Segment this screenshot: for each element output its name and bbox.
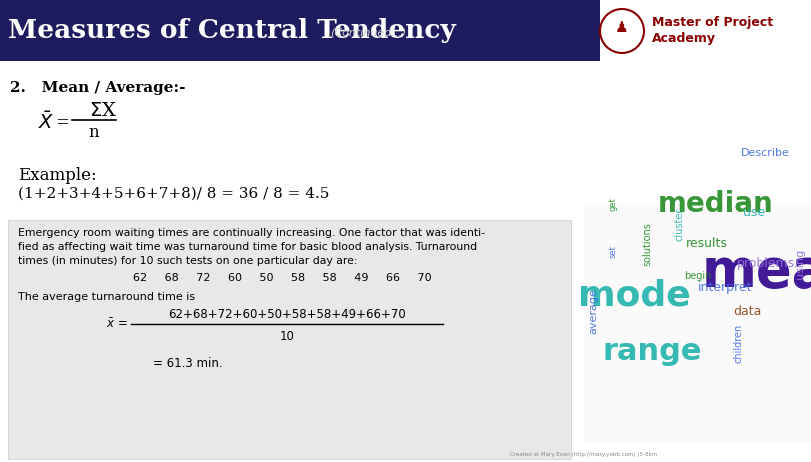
Text: $\bar{x}$ =: $\bar{x}$ = bbox=[105, 317, 127, 331]
FancyBboxPatch shape bbox=[8, 220, 571, 459]
Text: times (in minutes) for 10 such tests on one particular day are:: times (in minutes) for 10 such tests on … bbox=[18, 256, 358, 266]
Text: Measures of Central Tendency: Measures of Central Tendency bbox=[8, 18, 456, 43]
Text: The average turnaround time is: The average turnaround time is bbox=[18, 292, 195, 302]
Text: ♟: ♟ bbox=[616, 20, 629, 36]
Text: $\Sigma$X: $\Sigma$X bbox=[88, 102, 117, 120]
Text: use: use bbox=[743, 206, 766, 219]
Text: get: get bbox=[609, 197, 618, 211]
Text: Emergency room waiting times are continually increasing. One factor that was ide: Emergency room waiting times are continu… bbox=[18, 228, 485, 238]
Text: mean: mean bbox=[702, 246, 811, 298]
Text: Describe: Describe bbox=[741, 148, 790, 158]
Text: Example:: Example: bbox=[18, 167, 97, 184]
Text: range: range bbox=[603, 336, 702, 365]
Text: mode: mode bbox=[577, 279, 690, 312]
Bar bbox=[600, 0, 811, 61]
Text: $\bar{X}$: $\bar{X}$ bbox=[38, 111, 55, 134]
Text: begin: begin bbox=[684, 271, 711, 281]
Text: problems: problems bbox=[736, 257, 795, 270]
Text: solutions: solutions bbox=[642, 222, 653, 266]
Text: children: children bbox=[733, 323, 744, 363]
Text: 10: 10 bbox=[280, 330, 294, 343]
Text: Created at Mary Evan (http://mary.yabb.com) (5-8km: Created at Mary Evan (http://mary.yabb.c… bbox=[510, 452, 658, 457]
Text: (1+2+3+4+5+6+7+8)/ 8 = 36 / 8 = 4.5: (1+2+3+4+5+6+7+8)/ 8 = 36 / 8 = 4.5 bbox=[18, 187, 329, 201]
Text: set: set bbox=[609, 245, 618, 258]
Text: Academy: Academy bbox=[652, 32, 716, 45]
Text: (Continued...): (Continued...) bbox=[330, 28, 406, 38]
Text: using: using bbox=[795, 249, 805, 279]
Text: interpret: interpret bbox=[697, 281, 752, 294]
Text: average: average bbox=[588, 288, 598, 334]
Text: 62     68     72     60     50     58     58     49     66     70: 62 68 72 60 50 58 58 49 66 70 bbox=[132, 274, 431, 283]
Text: median: median bbox=[658, 190, 774, 219]
Text: = 61.3 min.: = 61.3 min. bbox=[153, 357, 223, 370]
Text: results: results bbox=[685, 237, 727, 250]
Text: fied as affecting wait time was turnaround time for basic blood analysis. Turnar: fied as affecting wait time was turnarou… bbox=[18, 243, 477, 252]
Text: n: n bbox=[88, 124, 99, 141]
Text: 2.   Mean / Average:-: 2. Mean / Average:- bbox=[10, 80, 186, 95]
Text: data: data bbox=[733, 305, 762, 318]
Text: Master of Project: Master of Project bbox=[652, 17, 773, 30]
Text: 62+68+72+60+50+58+58+49+66+70: 62+68+72+60+50+58+58+49+66+70 bbox=[168, 308, 406, 321]
Text: cluster: cluster bbox=[674, 207, 684, 241]
Text: =: = bbox=[55, 114, 69, 131]
Bar bbox=[584, 204, 811, 442]
